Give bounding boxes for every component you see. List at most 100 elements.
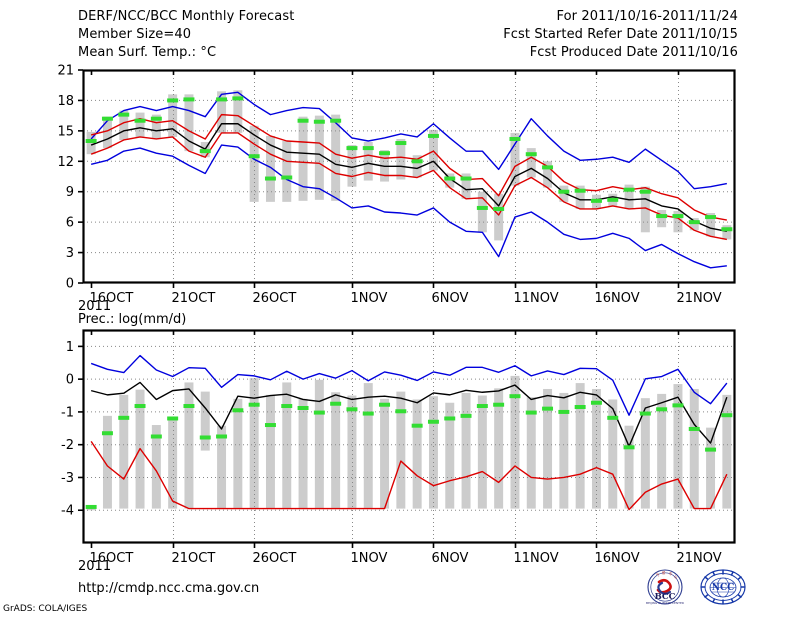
precipitation-variable-label: Prec.: log(mm/d) — [78, 312, 187, 327]
spread-bar — [461, 173, 471, 199]
observation-marks — [85, 96, 733, 232]
plot-frame — [82, 329, 736, 544]
y-tick-label: 12 — [57, 155, 74, 170]
spread-bar — [184, 382, 194, 509]
y-tick-label: -3 — [61, 471, 74, 486]
spread-bar — [217, 91, 227, 133]
bcc-logo-icon: BCC 气候中心 BEIJING CLIMATE CENTER — [646, 569, 684, 605]
spread-bar — [428, 396, 438, 509]
spread-bar — [445, 173, 455, 188]
spread-bar — [477, 191, 487, 233]
y-axis: 0 3 6 9 12 15 18 21 — [57, 64, 83, 292]
spread-bar — [119, 110, 129, 140]
y-axis: 1 0 -1 -2 -3 -4 — [61, 340, 83, 519]
spread-bar — [168, 94, 178, 137]
spread-bar — [331, 114, 341, 201]
logo-svg: BCC 气候中心 BEIJING CLIMATE CENTER — [646, 569, 746, 605]
spread-bar — [526, 397, 536, 509]
svg-text:NCC: NCC — [712, 583, 735, 593]
y-tick-label: 6 — [66, 216, 74, 231]
spread-bar — [363, 142, 373, 181]
spread-bar — [331, 392, 341, 509]
spread-bar — [706, 213, 716, 237]
spread-bar — [396, 391, 406, 509]
temperature-variable-label: Mean Surf. Temp.: °C — [78, 45, 217, 60]
y-tick-label: 0 — [66, 277, 74, 292]
source-url[interactable]: http://cmdp.ncc.cma.gov.cn — [78, 581, 260, 596]
spread-bar — [640, 186, 650, 233]
spread-bar — [673, 210, 683, 233]
spread-bar — [347, 395, 357, 509]
x-tick-label: 6NOV — [432, 291, 469, 306]
spread-bar — [706, 427, 716, 509]
observation-marks — [85, 394, 733, 509]
series-line-median — [90, 381, 728, 448]
y-tick-label: 1 — [66, 340, 74, 355]
y-tick-label: 0 — [66, 373, 74, 388]
series-line-max — [90, 91, 727, 190]
x-tick-label: 21NOV — [677, 551, 722, 566]
svg-text:BCC: BCC — [655, 592, 676, 602]
spread-bar — [559, 392, 569, 509]
spread-bar — [640, 398, 650, 509]
svg-text:BEIJING CLIMATE CENTER: BEIJING CLIMATE CENTER — [646, 601, 684, 605]
x-tick-label: 26OCT — [253, 551, 297, 566]
precipitation-year-label: 2011 — [78, 559, 112, 574]
y-tick-label: 15 — [57, 124, 74, 139]
header-left-block: DERF/NCC/BCC Monthly Forecast Member Siz… — [78, 8, 294, 62]
series-line-max — [90, 354, 728, 416]
y-tick-label: 3 — [66, 246, 74, 261]
spread-bar — [347, 145, 357, 187]
spread-bar — [445, 402, 455, 509]
plot-background — [83, 330, 735, 543]
spread-bar — [249, 378, 259, 509]
spread-bar — [217, 425, 227, 509]
y-tick-label: 21 — [57, 64, 74, 79]
spread-bar — [184, 94, 194, 152]
spread-bar — [657, 209, 667, 228]
forecast-range-label: For 2011/10/16-2011/11/24 — [556, 9, 738, 24]
svg-text:候: 候 — [662, 570, 666, 575]
grads-credit: GrADS: COLA/IGES — [3, 604, 88, 614]
y-tick-label: 18 — [57, 94, 74, 109]
spread-bar — [624, 184, 634, 209]
x-tick-label: 11NOV — [514, 551, 559, 566]
spread-bar — [543, 161, 553, 188]
spread-bar — [265, 394, 275, 509]
spread-bar — [526, 148, 536, 178]
plot-frame — [82, 69, 736, 284]
x-tick-label: 21OCT — [172, 551, 216, 566]
series-line-upper_quartile — [90, 113, 727, 221]
series-line-min — [90, 441, 728, 511]
spread-bar — [151, 114, 161, 139]
logo-group: BCC 气候中心 BEIJING CLIMATE CENTER — [643, 568, 753, 608]
spread-bar — [510, 375, 520, 509]
spread-bar — [282, 141, 292, 202]
spread-bar — [86, 131, 96, 155]
spread-bar — [494, 193, 504, 241]
spread-bar — [314, 115, 324, 200]
spread-bar — [510, 132, 520, 186]
spread-bar — [200, 391, 210, 451]
y-tick-label: -1 — [61, 405, 74, 420]
x-tick-label: 16OCT — [90, 291, 134, 306]
ncc-logo-icon: NCC — [700, 569, 746, 605]
spread-bar — [575, 185, 585, 209]
spread-bar — [233, 90, 243, 133]
x-axis: 16OCT 21OCT 26OCT 1NOV 6NOV 11NOV 16NOV 21NOV — [90, 330, 722, 566]
spread-bar — [102, 415, 112, 509]
page-title: DERF/NCC/BCC Monthly Forecast — [78, 9, 295, 24]
spread-bar — [412, 399, 422, 509]
svg-text:气: 气 — [656, 572, 660, 577]
y-tick-label: -2 — [61, 438, 74, 453]
spread-bar — [412, 155, 422, 178]
temperature-year-label: 2011 — [78, 299, 112, 314]
spread-bar — [689, 218, 699, 231]
svg-text:中: 中 — [669, 571, 672, 576]
y-tick-label: 9 — [66, 185, 74, 200]
x-tick-label: 11NOV — [514, 291, 559, 306]
spread-bar — [135, 112, 145, 137]
spread-bar — [673, 384, 683, 509]
